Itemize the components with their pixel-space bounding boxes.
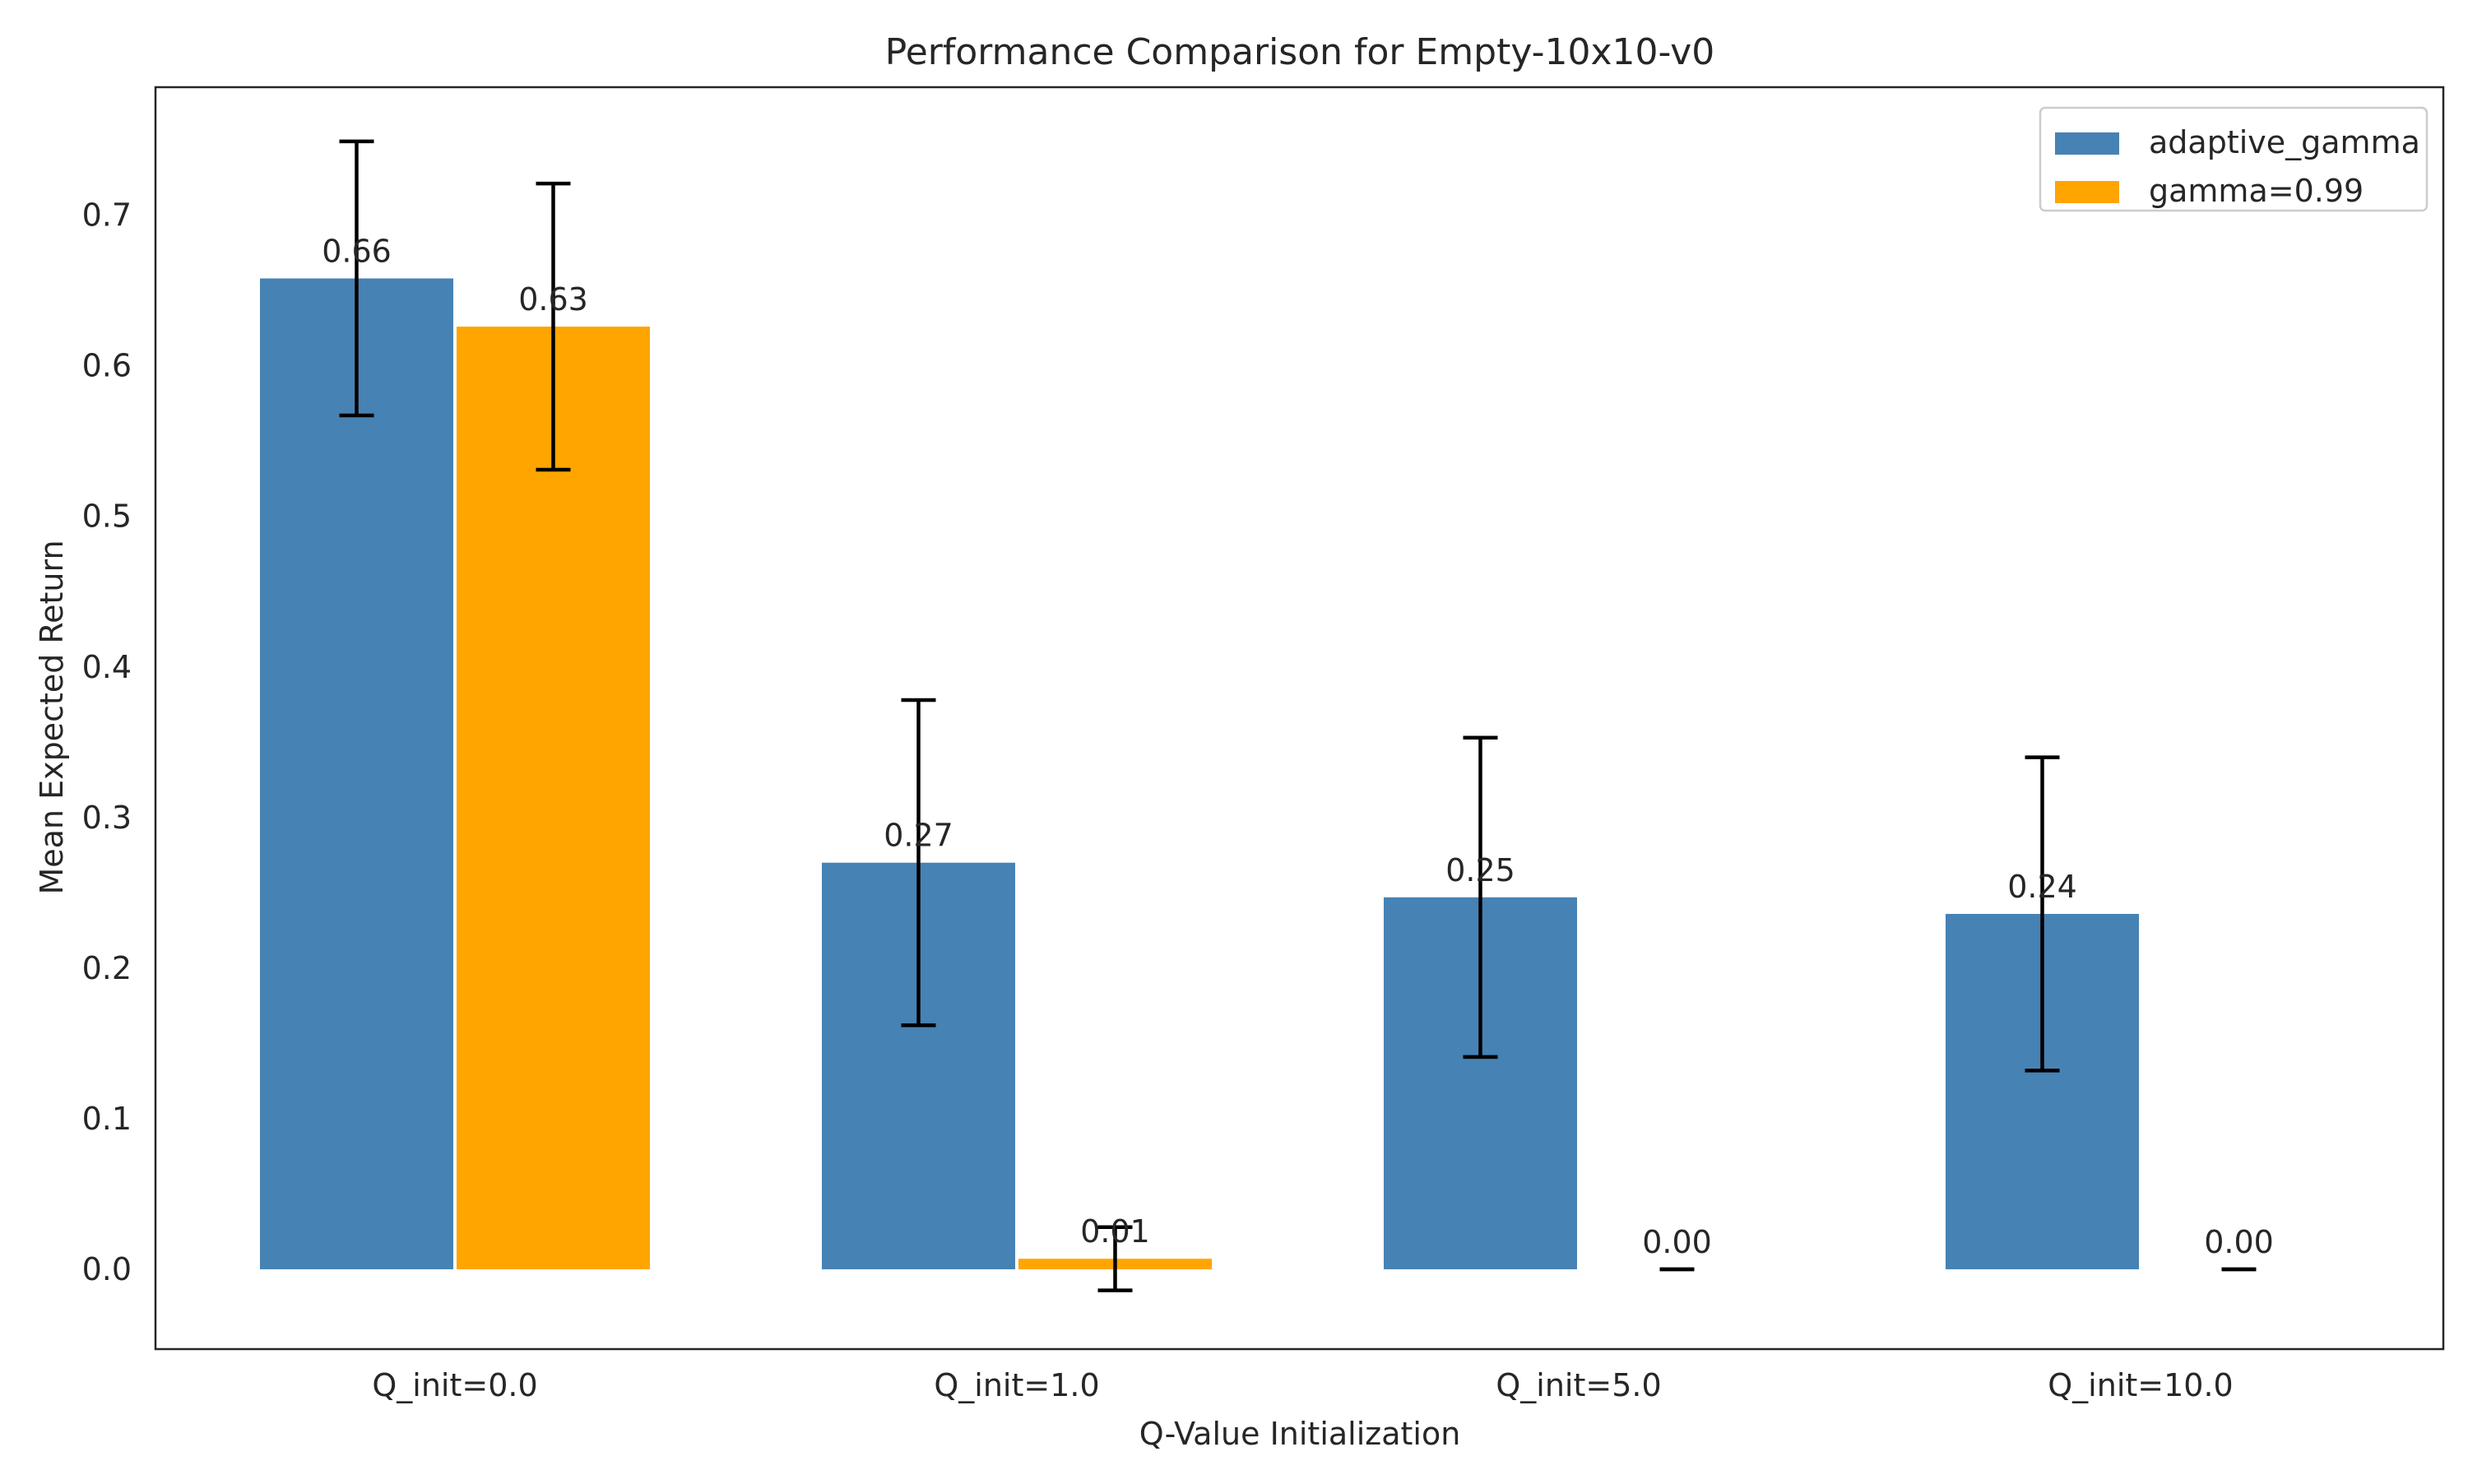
x-tick-label: Q_init=1.0 [934, 1367, 1099, 1403]
data-label: 0.27 [884, 818, 953, 854]
data-label: 0.63 [518, 281, 588, 318]
y-axis-label: Mean Expected Return [34, 540, 70, 894]
legend: adaptive_gamma gamma=0.99 [2039, 106, 2429, 212]
legend-label: adaptive_gamma [2149, 124, 2420, 160]
data-label: 0.66 [322, 233, 392, 269]
y-tick-label: 0.3 [82, 800, 132, 836]
legend-box [2039, 106, 2429, 212]
plot-frame [154, 86, 2445, 1351]
data-label: 0.25 [1445, 852, 1515, 888]
x-tick-label: Q_init=0.0 [372, 1367, 537, 1403]
y-tick-label: 0.4 [82, 649, 132, 685]
legend-label: gamma=0.99 [2149, 173, 2364, 209]
chart-title: Performance Comparison for Empty-10x10-v… [885, 31, 1714, 73]
data-label: 0.01 [1080, 1213, 1150, 1250]
y-tick-label: 0.1 [82, 1101, 132, 1137]
y-tick-label: 0.2 [82, 950, 132, 986]
y-tick-label: 0.5 [82, 499, 132, 535]
data-label: 0.00 [1642, 1224, 1712, 1260]
bar [457, 327, 650, 1269]
legend-swatch [2055, 132, 2119, 155]
bar [260, 278, 453, 1269]
data-label: 0.24 [2007, 869, 2077, 905]
y-tick-label: 0.7 [82, 197, 132, 234]
x-axis-label: Q-Value Initialization [1139, 1416, 1461, 1452]
ticks-layer: Q_init=0.0 Q_init=1.0 Q_init=5.0 Q_init=10.… [82, 197, 2234, 1403]
marks-layer: 0.66 0.63 0.27 0.01 0.25 0.00 0.24 0.00 [260, 139, 2274, 1292]
y-tick-label: 0.6 [82, 348, 132, 384]
data-label: 0.00 [2204, 1224, 2274, 1260]
y-tick-label: 0.0 [82, 1251, 132, 1287]
legend-swatch [2055, 181, 2119, 203]
x-tick-label: Q_init=10.0 [2048, 1367, 2233, 1403]
x-tick-label: Q_init=5.0 [1496, 1367, 1661, 1403]
